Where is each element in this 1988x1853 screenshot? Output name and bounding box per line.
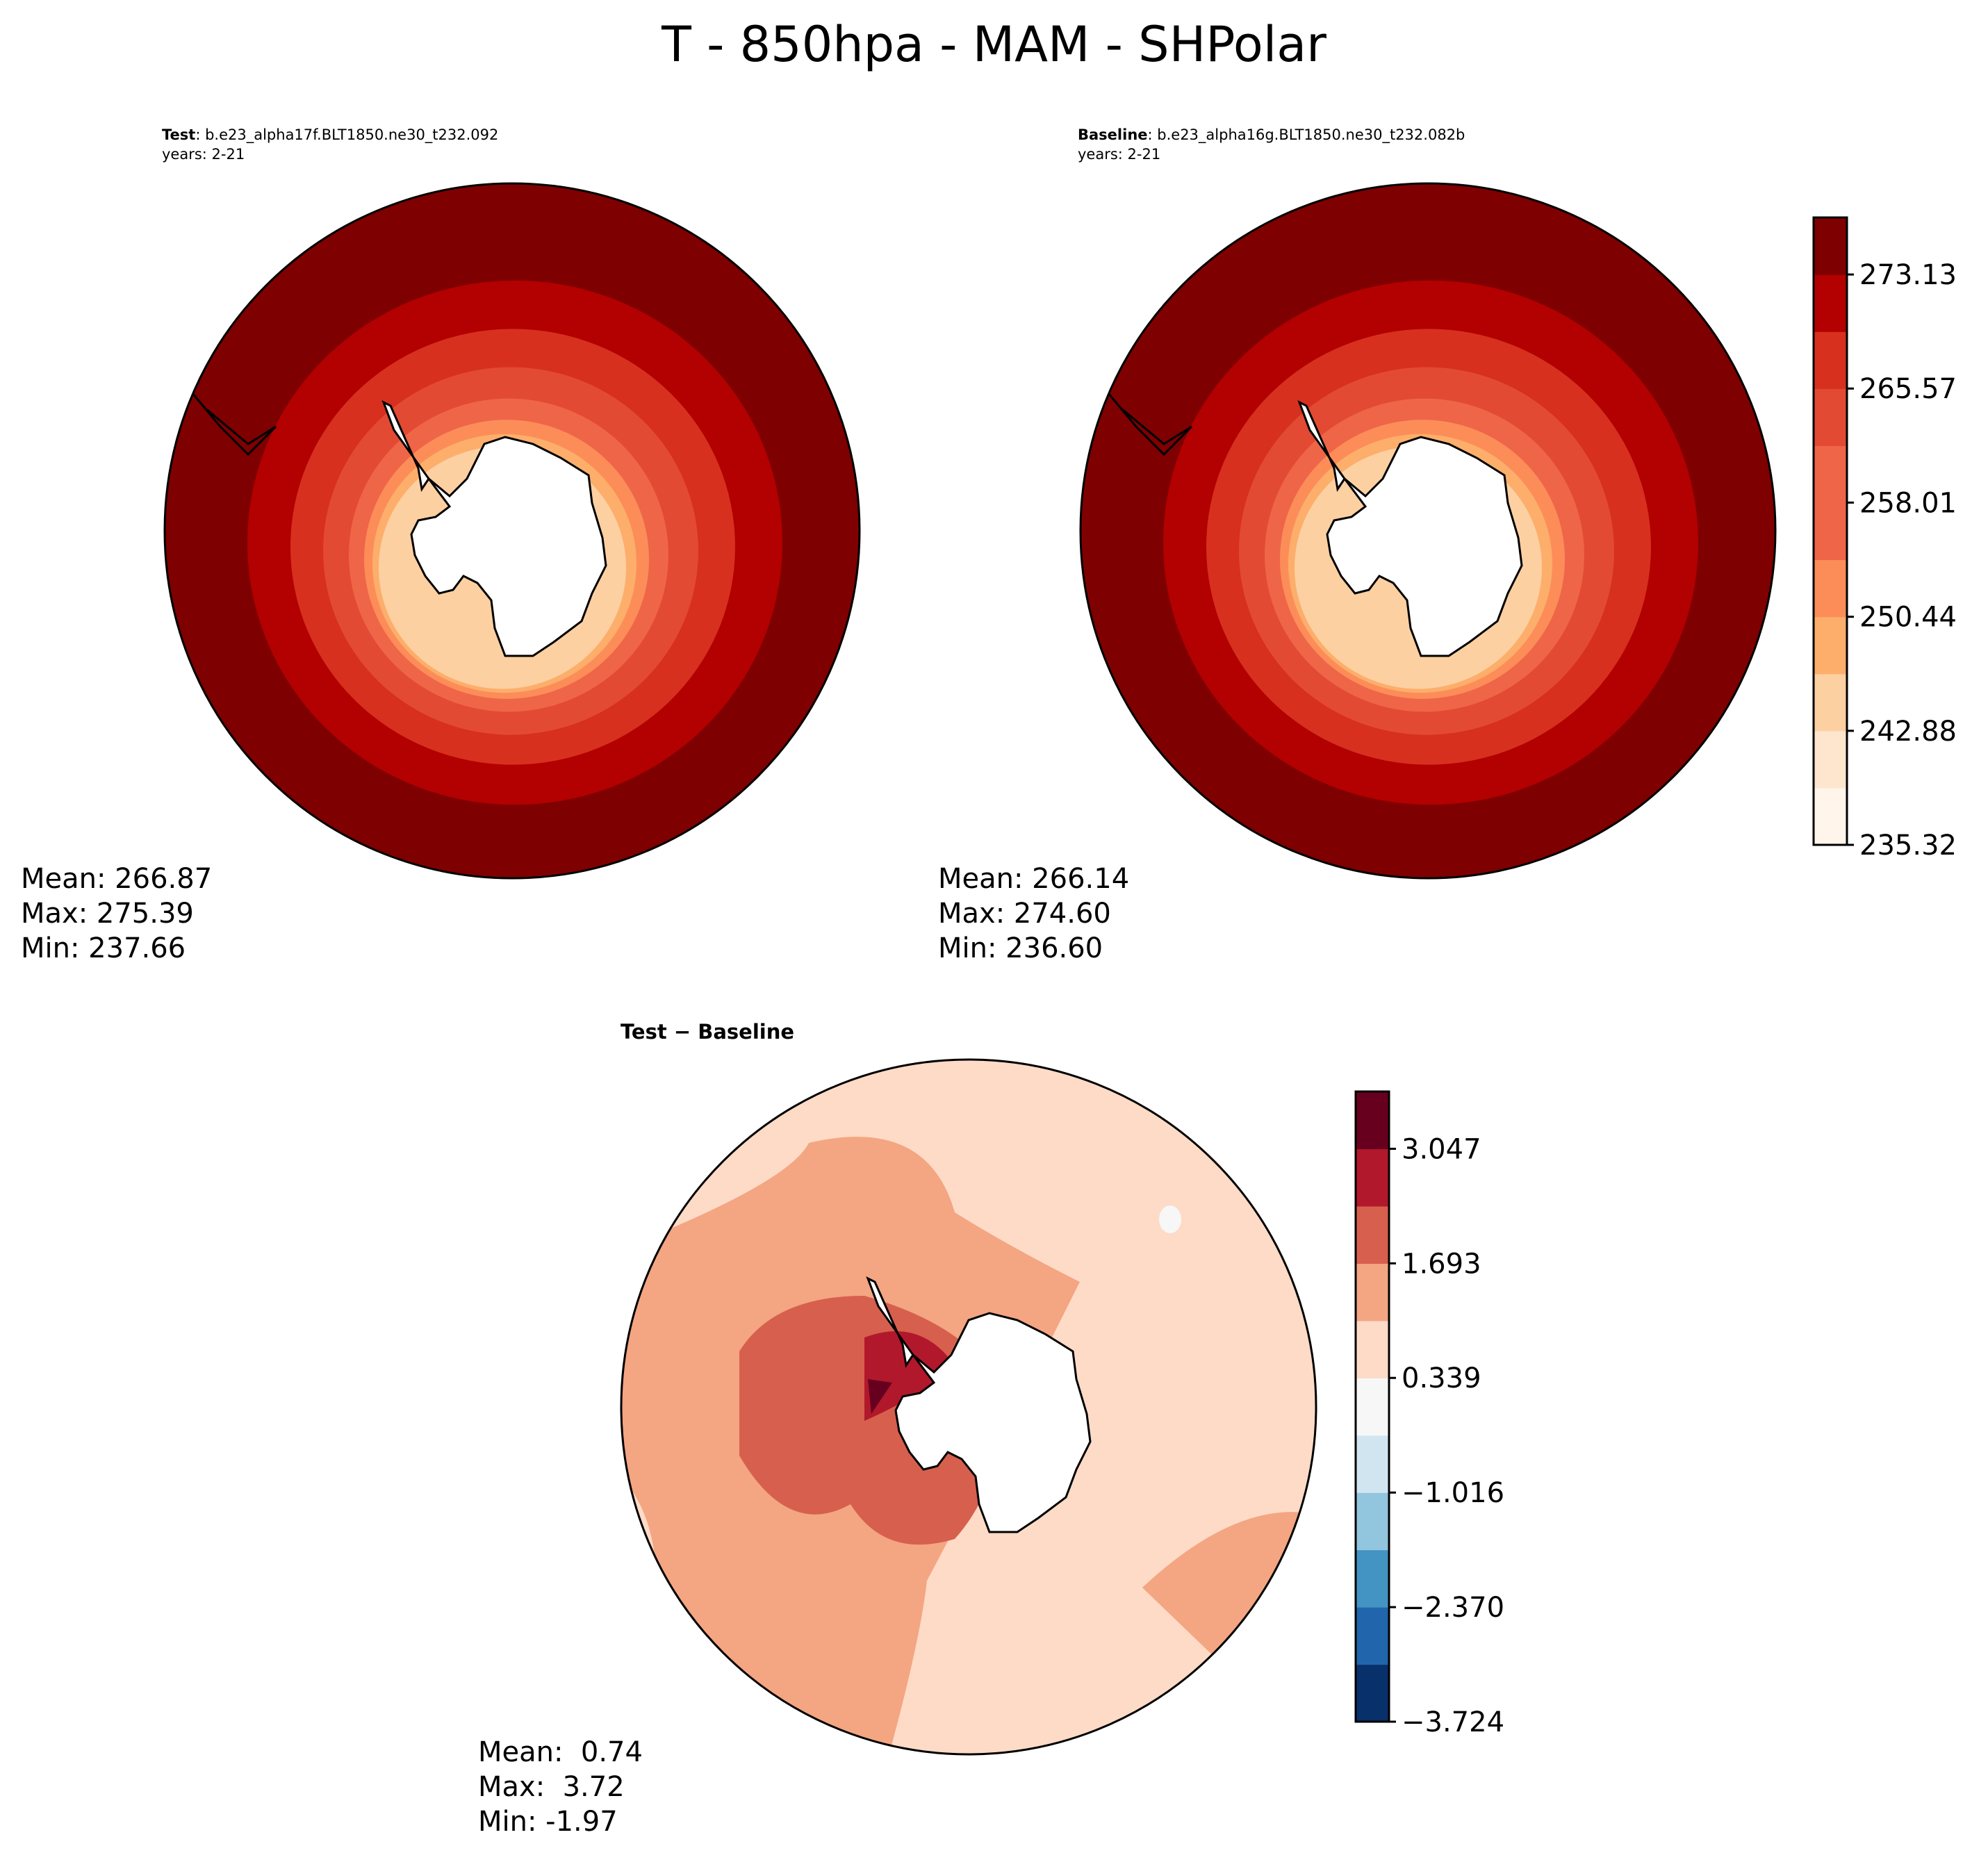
test-mean: Mean: 266.87 <box>21 863 213 895</box>
baseline-map <box>1079 182 1777 880</box>
difference-colorbar-tick-label: 1.693 <box>1402 1248 1481 1280</box>
antarctica-landmass <box>1326 436 1523 657</box>
difference-colorbar-color-segment <box>1356 1263 1389 1321</box>
difference-colorbar-color-segment <box>1356 1148 1389 1207</box>
baseline-header: Baseline: b.e23_alpha16g.BLT1850.ne30_t2… <box>1078 125 1465 164</box>
temperature-colorbar-color-segment <box>1814 673 1847 732</box>
temperature-field <box>165 183 860 878</box>
difference-colorbar-color-segment <box>1356 1492 1389 1551</box>
baseline-min: Min: 236.60 <box>938 932 1103 964</box>
test-label: Test <box>162 126 196 143</box>
antarctica-landmass <box>410 436 607 657</box>
diff-title: Test − Baseline <box>621 1020 795 1044</box>
difference-colorbar: 3.047 1.693 0.339 −1.016 −2.370 −3.724 <box>1354 1090 1504 1738</box>
difference-colorbar-color-segment <box>1356 1435 1389 1493</box>
baseline-stats: Mean: 266.14 Max: 274.60 Min: 236.60 <box>938 862 1129 966</box>
baseline-case-name: : b.e23_alpha16g.BLT1850.ne30_t232.082b <box>1147 126 1465 143</box>
temperature-colorbar-color-segment <box>1814 502 1847 561</box>
diff-mean: Mean: 0.74 <box>478 1736 643 1768</box>
diff-min: Min: -1.97 <box>478 1806 618 1838</box>
difference-colorbar-tick-label: −2.370 <box>1402 1592 1504 1624</box>
antarctic-peninsula <box>381 400 430 492</box>
temperature-colorbar-color-segment <box>1814 217 1847 275</box>
temperature-colorbar-color-segment <box>1814 274 1847 332</box>
temperature-colorbar-color-segment <box>1814 331 1847 389</box>
difference-colorbar-color-segment <box>1356 1320 1389 1378</box>
temperature-colorbar-color-segment <box>1814 388 1847 446</box>
test-map <box>163 182 861 880</box>
temperature-colorbar-tick-label: 242.88 <box>1859 716 1957 748</box>
map-boundary <box>620 1058 1317 1756</box>
temperature-colorbar-tick-label: 265.57 <box>1859 373 1957 405</box>
temperature-field <box>1081 183 1775 878</box>
difference-colorbar-color-segment <box>1356 1205 1389 1264</box>
south-america-coastline <box>1100 384 1193 456</box>
difference-colorbar-color-segment <box>1356 1549 1389 1608</box>
temperature-colorbar-color-segment <box>1814 787 1847 846</box>
difference-colorbar-tick-label: −1.016 <box>1402 1477 1504 1509</box>
temperature-colorbar-color-segment <box>1814 559 1847 618</box>
temperature-colorbar-color-segment <box>1814 730 1847 789</box>
test-header: Test: b.e23_alpha17f.BLT1850.ne30_t232.0… <box>162 125 498 164</box>
test-min: Min: 237.66 <box>21 932 186 964</box>
test-case-name: : b.e23_alpha17f.BLT1850.ne30_t232.092 <box>195 126 499 143</box>
baseline-max: Max: 274.60 <box>938 898 1111 930</box>
diff-max: Max: 3.72 <box>478 1771 625 1803</box>
test-stats: Mean: 266.87 Max: 275.39 Min: 237.66 <box>21 862 212 966</box>
test-years: years: 2-21 <box>162 146 245 163</box>
temperature-colorbar-tick-label: 273.13 <box>1859 259 1957 291</box>
difference-band <box>864 1331 955 1421</box>
temperature-colorbar-frame <box>1812 216 1848 846</box>
baseline-years: years: 2-21 <box>1078 146 1161 163</box>
map-boundary <box>1079 182 1777 880</box>
diff-map <box>620 1058 1317 1756</box>
temperature-colorbar-tick-label: 250.44 <box>1859 602 1957 634</box>
difference-colorbar-tick-label: −3.724 <box>1402 1706 1504 1738</box>
south-america-coastline <box>184 384 277 456</box>
difference-colorbar-color-segment <box>1356 1607 1389 1665</box>
difference-field <box>621 1060 1316 1754</box>
diff-stats: Mean: 0.74 Max: 3.72 Min: -1.97 <box>478 1735 643 1839</box>
temperature-colorbar-color-segment <box>1814 616 1847 675</box>
difference-colorbar-tick-label: 0.339 <box>1402 1362 1481 1394</box>
temperature-colorbar: 273.13 265.57 258.01 250.44 242.88 235.32 <box>1812 216 1957 862</box>
baseline-label: Baseline <box>1078 126 1148 143</box>
temperature-colorbar-tick-label: 235.32 <box>1859 830 1957 862</box>
difference-band <box>868 1379 892 1414</box>
difference-colorbar-frame <box>1354 1090 1390 1723</box>
test-max: Max: 275.39 <box>21 898 194 930</box>
figure-title: T - 850hpa - MAM - SHPolar <box>662 16 1326 73</box>
difference-colorbar-color-segment <box>1356 1092 1389 1150</box>
difference-colorbar-tick-label: 3.047 <box>1402 1133 1481 1165</box>
baseline-mean: Mean: 266.14 <box>938 863 1130 895</box>
difference-band <box>1159 1205 1181 1233</box>
difference-colorbar-color-segment <box>1356 1664 1389 1722</box>
antarctic-peninsula <box>1297 400 1346 492</box>
map-boundary <box>163 182 861 880</box>
antarctica-landmass <box>894 1312 1092 1533</box>
temperature-colorbar-color-segment <box>1814 445 1847 504</box>
difference-colorbar-color-segment <box>1356 1378 1389 1436</box>
antarctic-peninsula <box>866 1276 914 1368</box>
temperature-colorbar-tick-label: 258.01 <box>1859 487 1957 519</box>
